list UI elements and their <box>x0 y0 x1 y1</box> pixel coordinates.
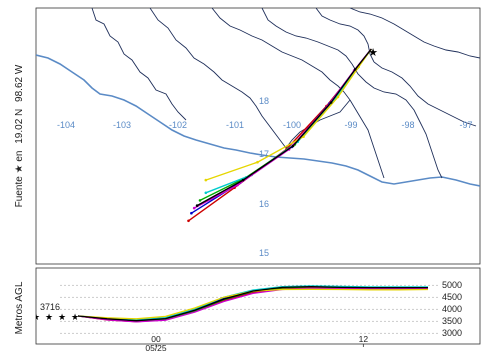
altitude-lines <box>77 285 429 323</box>
lon-tick: -97 <box>459 120 472 130</box>
altitude-tick: 3000 <box>442 328 462 338</box>
trajectory-line <box>205 48 372 181</box>
trajectory-lines <box>187 48 372 223</box>
date-tick-label: 05/25 <box>145 343 167 352</box>
source-caption: Fuente ★ en 19.02 N 98.62 W <box>14 64 25 207</box>
altitude-frame <box>35 267 481 345</box>
start-height-label: 3716 <box>40 302 60 312</box>
state-border <box>149 8 287 149</box>
trajectory-point <box>302 135 305 138</box>
lon-tick: -102 <box>169 120 187 130</box>
state-border <box>91 8 187 121</box>
altitude-tick: 4000 <box>442 304 462 314</box>
trajectory-point <box>329 101 333 104</box>
start-star-icon: ★ <box>58 313 66 323</box>
trajectory-point <box>236 183 239 187</box>
trajectory-point <box>198 199 202 202</box>
trajectory-point <box>204 191 208 195</box>
lat-tick: 16 <box>259 199 269 209</box>
map-panel: -104 -103 -102 -101 -100 -99 -98 -97 18 … <box>14 7 481 265</box>
lon-tick: -103 <box>113 120 131 130</box>
lat-tick: 15 <box>259 248 269 258</box>
altitude-ylabel-text: Metros AGL <box>14 281 25 334</box>
lon-tick: -101 <box>226 120 244 130</box>
altitude-tick: 5000 <box>442 280 462 290</box>
trajectory-point <box>353 68 357 71</box>
coastline <box>36 54 480 187</box>
lat-tick: 18 <box>259 96 269 106</box>
trajectory-point <box>336 95 340 99</box>
start-star-icon: ★ <box>32 313 40 323</box>
source-star-icon: ★ <box>368 46 378 59</box>
altitude-tick: 4500 <box>442 292 462 302</box>
state-border <box>349 8 480 59</box>
trajectory-point <box>195 204 199 207</box>
start-star-icon: ★ <box>6 313 14 323</box>
svg-text:Fuente ★ en 19.02 N: Fuente ★ en 19.02 N 98.62 W <box>14 64 25 207</box>
source-lat: 19.02 N <box>14 109 25 144</box>
source-label: Fuente ★ en <box>14 151 25 208</box>
trajectory-point <box>256 160 259 164</box>
altitude-line <box>77 287 429 323</box>
source-lon: 98.62 W <box>14 64 25 102</box>
lon-tick-labels: -104 -103 -102 -101 -100 -99 -98 -97 <box>57 120 473 130</box>
time-tick-label: 00 <box>151 334 161 344</box>
trajectory-point <box>187 219 190 223</box>
altitude-tick: 3500 <box>442 316 462 326</box>
time-tick-label: 12 <box>359 334 369 344</box>
state-border <box>351 63 443 179</box>
lon-tick: -98 <box>401 120 414 130</box>
altitude-tick-labels: 5000 4500 4000 3500 3000 <box>442 280 462 338</box>
trajectory-point <box>291 144 295 148</box>
state-border <box>261 8 353 65</box>
trajectory-point <box>241 178 245 182</box>
state-border <box>211 8 351 101</box>
lat-tick-labels: 18 17 16 15 <box>259 96 269 258</box>
start-star-icon: ★ <box>71 313 79 323</box>
trajectory-point <box>192 206 196 210</box>
altitude-ylabel: Metros AGL <box>14 281 25 334</box>
state-border <box>349 99 385 179</box>
altitude-line <box>77 285 428 321</box>
lon-tick: -100 <box>283 120 301 130</box>
altitude-line <box>77 285 428 322</box>
lon-tick: -99 <box>344 120 357 130</box>
trajectory-line <box>196 48 372 207</box>
altitude-stars: ★ ★ ★ ★ ★ ★ <box>6 313 79 323</box>
map-frame <box>35 7 481 265</box>
lat-tick: 17 <box>259 149 269 159</box>
state-border <box>373 61 477 127</box>
state-border <box>315 8 375 63</box>
trajectory-point <box>204 178 208 182</box>
altitude-gridlines <box>60 284 438 334</box>
trajectory-point <box>190 211 193 215</box>
lon-tick: -104 <box>57 120 75 130</box>
start-star-icon: ★ <box>45 313 53 323</box>
